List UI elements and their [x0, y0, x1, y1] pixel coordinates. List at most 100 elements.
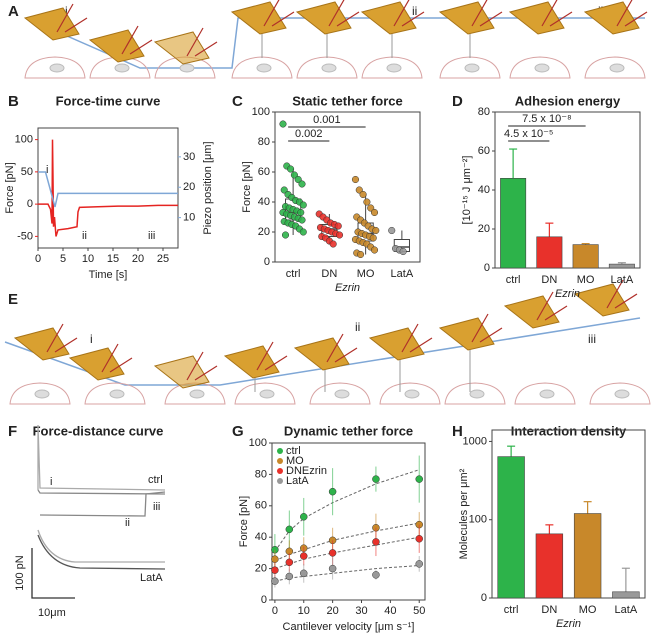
cantilever-arm [109, 357, 133, 373]
data-point [300, 552, 308, 560]
panel-letter: C [232, 93, 243, 110]
cantilever-arm [479, 327, 503, 343]
bar [608, 263, 635, 269]
chart-title: Static tether force [292, 93, 403, 108]
panel-letter: B [8, 93, 19, 110]
x-tick-label: DN [541, 274, 557, 286]
cantilever [583, 1, 640, 35]
data-point [329, 240, 337, 248]
cantilever-arm [606, 279, 624, 309]
cantilever [153, 31, 210, 65]
y-tick-label: 1000 [463, 435, 487, 447]
y-tick-label: 20 [478, 223, 490, 235]
data-point [335, 231, 344, 239]
fit-line [274, 469, 420, 552]
data-point [367, 204, 375, 212]
bar [535, 533, 564, 599]
cell [379, 382, 441, 405]
x-tick-label: ctrl [506, 274, 521, 286]
stage-label: i [50, 476, 52, 488]
data-point [279, 120, 287, 128]
cantilever-arm [56, 3, 74, 33]
stage-label: iii [153, 501, 160, 513]
cantilever-arm [101, 343, 119, 373]
annotation: i [46, 164, 48, 176]
trace [37, 534, 166, 570]
chart-title: Force-time curve [56, 93, 161, 108]
nucleus [469, 389, 485, 399]
annotation: iii [148, 230, 155, 242]
cantilever-arm [186, 27, 204, 57]
data-point [280, 186, 288, 194]
chart-title: Interaction density [511, 423, 627, 438]
data-point [285, 525, 294, 534]
y-tick-label: 100 [252, 106, 270, 118]
y-tick-label: 80 [258, 136, 270, 148]
cell [9, 382, 71, 405]
significance-label: 4.5 x 10⁻⁵ [504, 128, 554, 140]
data-point [271, 555, 279, 563]
cantilever-arm [64, 17, 88, 33]
data-point [355, 186, 363, 194]
significance-label: 0.001 [313, 114, 341, 126]
y-tick-label: 0 [27, 198, 33, 210]
data-point [372, 475, 380, 483]
cantilever [295, 1, 352, 35]
y-tick-label: 20 [255, 563, 267, 575]
chart-title: Dynamic tether force [284, 423, 413, 438]
cell [509, 56, 571, 79]
trace [39, 491, 166, 517]
data-point [300, 513, 308, 521]
data-point [363, 198, 371, 206]
cantilever-arm [393, 0, 410, 27]
cantilever [368, 327, 425, 361]
data-point [298, 180, 306, 188]
data-point [359, 190, 367, 199]
stage-label: iii [588, 332, 596, 346]
y-tick-label: 50 [21, 166, 33, 178]
stage-label: ii [355, 320, 360, 334]
cantilever-arm [129, 39, 153, 55]
nucleus [534, 63, 550, 73]
nucleus [34, 389, 50, 399]
y2-tick-label: 20 [183, 181, 195, 193]
data-point [299, 201, 307, 209]
nucleus [109, 389, 125, 399]
x-tick-label: LatA [391, 268, 414, 280]
legend-marker [277, 478, 283, 484]
cantilever [438, 1, 495, 35]
stage-label: i [90, 332, 93, 346]
stage-label: i [65, 4, 68, 18]
y-tick-label: 60 [478, 145, 490, 157]
legend-label: DNEzrin [286, 465, 327, 477]
nucleus [114, 63, 130, 73]
group-label: Ezrin [555, 288, 580, 300]
nucleus [259, 389, 275, 399]
line-series [38, 171, 178, 208]
x-tick-label: 0 [35, 253, 41, 265]
data-point [287, 165, 295, 173]
data-point [298, 216, 306, 224]
cantilever-arm [549, 11, 573, 27]
x-tick-label: 5 [60, 253, 66, 265]
data-point [328, 564, 337, 573]
data-point [281, 231, 290, 239]
panel-letter: F [8, 423, 17, 440]
legend-marker [277, 448, 283, 454]
bar [612, 591, 640, 599]
y-tick-label: 0 [264, 256, 270, 268]
cell [444, 382, 506, 405]
x-tick-label: 0 [272, 605, 278, 617]
data-point [299, 228, 307, 236]
x-tick-label: 10 [82, 253, 94, 265]
cantilever-arm [46, 323, 64, 353]
cantilever-arm [326, 333, 344, 363]
y-tick-label: 0 [484, 262, 490, 274]
panel-letter: E [8, 291, 18, 308]
scale-label: 100 pN [14, 555, 26, 591]
nucleus [256, 63, 272, 73]
x-tick-label: ctrl [286, 268, 301, 280]
nucleus [179, 63, 195, 73]
y2-tick-label: 30 [183, 151, 195, 163]
